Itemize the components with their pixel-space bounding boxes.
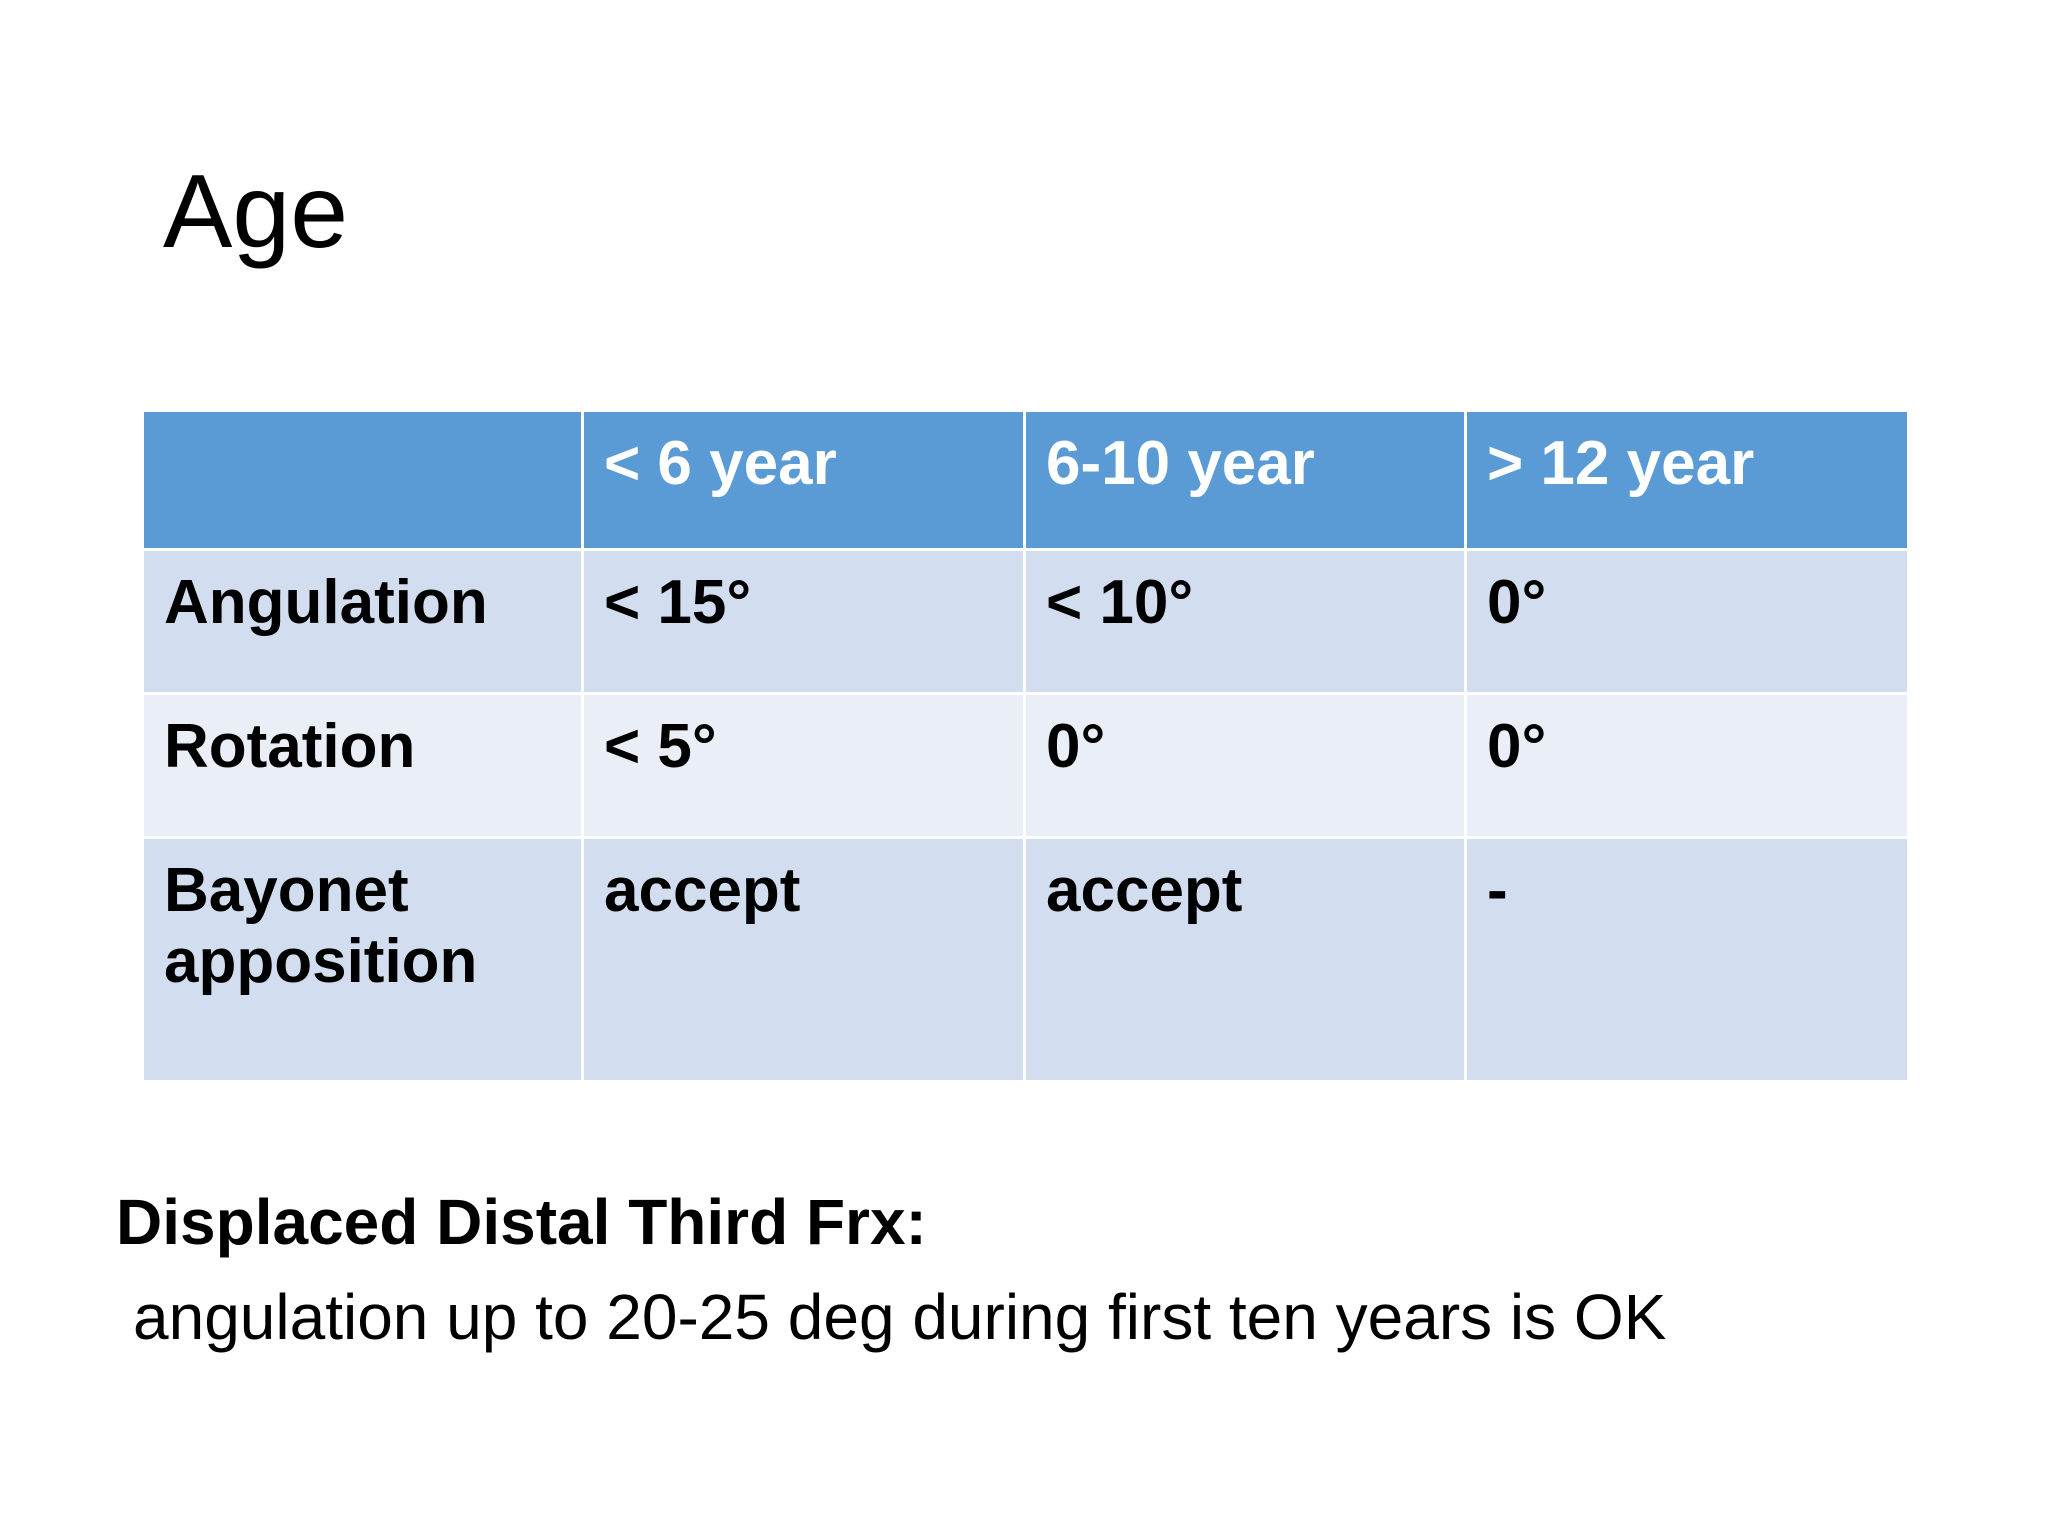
note-text: angulation up to 20-25 deg during first … [133,1281,1667,1353]
age-table: < 6 year 6-10 year > 12 year Angulation < 1… [141,409,1910,1083]
header-cell: > 12 year [1464,409,1910,551]
row-label: Bayonet apposition [141,836,584,1083]
row-label: Rotation [141,692,584,839]
table-cell: accept [581,836,1026,1083]
table-row: Rotation < 5° 0° 0° [141,692,1910,839]
table-cell: - [1464,836,1910,1083]
table-row: Bayonet apposition accept accept - [141,836,1910,1083]
table-cell: < 10° [1023,548,1467,695]
header-corner [141,409,584,551]
table-body: < 6 year 6-10 year > 12 year Angulation < 1… [141,409,1910,1083]
note-heading: Displaced Distal Third Frx: [116,1186,927,1258]
header-cell: 6-10 year [1023,409,1467,551]
table-cell: < 5° [581,692,1026,839]
table-cell: 0° [1023,692,1467,839]
table-cell: 0° [1464,692,1910,839]
slide-title: Age [163,154,349,270]
header-row: < 6 year 6-10 year > 12 year [141,409,1910,551]
table-cell: accept [1023,836,1467,1083]
table-cell: 0° [1464,548,1910,695]
table-cell: < 15° [581,548,1026,695]
header-cell: < 6 year [581,409,1026,551]
row-label: Angulation [141,548,584,695]
table-row: Angulation < 15° < 10° 0° [141,548,1910,695]
